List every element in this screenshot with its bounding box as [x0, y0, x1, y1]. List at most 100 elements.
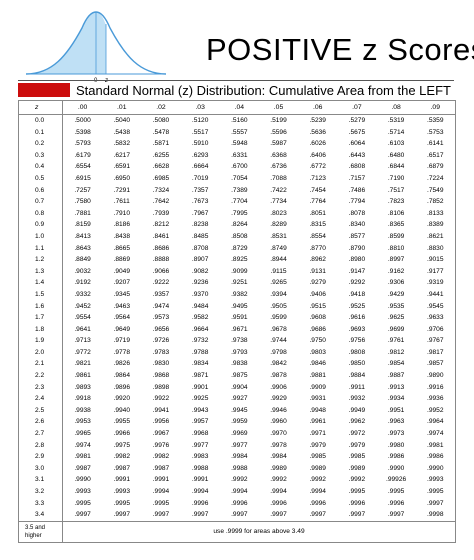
table-row: 1.1 .8643 .8665 .8686 .8708 .8729 .8749 .8770 .8…: [19, 242, 455, 255]
table-cell: .9821: [74, 360, 91, 368]
table-row: 3.1 .9990 .9991 .9991 .9991 .9992 .9992 .9992 .9…: [19, 474, 455, 486]
table-cell: .9332: [74, 290, 91, 298]
table-row: 0.8 .7881 .7910 .7939 .7967 .7995 .8023 .8051 .8…: [19, 207, 455, 220]
table-cell: .9616: [348, 314, 366, 322]
table-cell: .8315: [309, 221, 326, 229]
table-cell: .9066: [152, 267, 170, 275]
table-cell: .9345: [113, 290, 131, 298]
table-cell: .9989: [270, 464, 287, 472]
table-cell: .9962: [348, 418, 366, 426]
table-row: 0.4 .6554 .6591 .6628 .6664 .6700 .6736 .6772 .6…: [19, 161, 455, 173]
table-cell: .9978: [270, 441, 287, 449]
table-cell: .9633: [427, 314, 444, 322]
table-cell: .9988: [231, 464, 248, 472]
table-cell: .9830: [152, 360, 170, 368]
table-cell: .9049: [113, 267, 131, 275]
table-cell: .6591: [113, 163, 131, 171]
table-row: 0.7 .7580 .7611 .7642 .7673 .7704 .7734 .7764 .7…: [19, 196, 455, 208]
table-cell: .9906: [270, 383, 287, 391]
table-cell: .9236: [191, 279, 209, 287]
table-cell: .9452: [74, 302, 91, 310]
table-cell: .6179: [74, 151, 91, 159]
table-cell: .9429: [387, 290, 405, 298]
table-cell: .9994: [152, 488, 170, 495]
table-cell: .7324: [152, 186, 170, 194]
table-cell: .9864: [113, 372, 131, 380]
table-cell: .7454: [309, 186, 326, 194]
table-cell: .9564: [113, 314, 131, 322]
table-row: 3.0 .9987 .9987 .9987 .9988 .9988 .9989 .9989 .9…: [19, 462, 455, 475]
table-cell: .9974: [74, 441, 91, 449]
table-cell: .8577: [348, 232, 366, 240]
table-cell: .9719: [113, 337, 131, 345]
table-cell: .7794: [348, 198, 366, 206]
table-cell: .9394: [270, 290, 287, 298]
table-cell: .9909: [309, 383, 326, 391]
row-z-value: 2.9: [19, 451, 63, 463]
table-cell: .9968: [191, 430, 209, 438]
footer-z-label: 3.5 and higher: [19, 521, 63, 542]
table-cell: .8389: [427, 221, 444, 229]
table-cell: .9941: [152, 406, 170, 414]
table-cell: .6554: [74, 163, 91, 171]
table-cell: .6141: [427, 140, 444, 148]
table-cell: .9265: [270, 279, 287, 287]
table-cell: .9678: [270, 325, 287, 333]
table-cell: .6844: [387, 163, 405, 171]
table-cell: .9545: [427, 302, 444, 310]
table-cell: .9993: [113, 488, 131, 495]
table-cell: .8888: [152, 256, 170, 264]
table-cell: .9986: [427, 453, 444, 461]
table-cell: .8980: [348, 256, 366, 264]
table-cell: .5398: [74, 128, 91, 136]
table-cell: .9995: [387, 488, 405, 495]
table-cell: .9418: [348, 290, 366, 298]
table-cell: .9750: [309, 337, 326, 345]
table-cell: .9994: [309, 488, 326, 495]
table-cell: .5832: [113, 140, 131, 148]
table-cell: .9861: [74, 372, 91, 380]
table-cell: .7486: [348, 186, 366, 194]
table-cell: .9932: [348, 395, 366, 403]
table-cell: .9984: [231, 453, 248, 461]
table-cell: .6664: [191, 163, 209, 171]
table-cell: .8078: [348, 209, 366, 217]
table-row: 1.3 .9032 .9049 .9066 .9082 .9099 .9115 .9131 .9…: [19, 265, 455, 278]
table-cell: .9671: [231, 325, 248, 333]
table-cell: .99926: [386, 476, 407, 484]
table-cell: .6217: [113, 151, 131, 159]
table-row: 0.6 .7257 .7291 .7324 .7357 .7389 .7422 .7454 .7…: [19, 184, 455, 197]
table-cell: .5279: [348, 117, 366, 124]
table-cell: .9382: [231, 290, 248, 298]
table-cell: .7642: [152, 198, 170, 206]
table-cell: .9838: [231, 360, 248, 368]
table-cell: .8264: [231, 221, 248, 229]
table-cell: .9965: [74, 430, 91, 438]
table-cell: .9898: [152, 383, 170, 391]
table-cell: .9966: [113, 430, 131, 438]
table-cell: .9973: [387, 430, 405, 438]
table-cell: .5596: [270, 128, 287, 136]
table-row: 3.3 .9995 .9995 .9995 .9996 .9996 .9996 .9996 .9…: [19, 497, 455, 510]
table-cell: .9495: [231, 302, 248, 310]
row-z-value: 0.7: [19, 196, 63, 208]
table-cell: .9649: [113, 325, 131, 333]
table-cell: .6064: [348, 140, 366, 148]
table-cell: .9875: [231, 372, 248, 380]
table-row: 1.4 .9192 .9207 .9222 .9236 .9251 .9265 .9279 .9…: [19, 277, 455, 289]
row-z-value: 0.3: [19, 149, 63, 162]
table-cell: .9997: [348, 511, 366, 519]
table-cell: .9901: [191, 383, 209, 391]
table-cell: .7224: [427, 174, 444, 182]
table-cell: .7704: [231, 198, 248, 206]
table-cell: .9884: [348, 372, 366, 380]
table-cell: .9993: [427, 476, 444, 484]
table-cell: .5239: [309, 117, 326, 124]
table-row: 2.1 .9821 .9826 .9830 .9834 .9838 .9842 .9846 .9…: [19, 358, 455, 371]
table-cell: .8729: [231, 244, 248, 252]
column-header: .08: [391, 104, 401, 111]
table-cell: .5793: [74, 140, 91, 148]
table-cell: .9842: [270, 360, 287, 368]
table-cell: .8849: [74, 256, 91, 264]
table-cell: .9756: [348, 337, 366, 345]
